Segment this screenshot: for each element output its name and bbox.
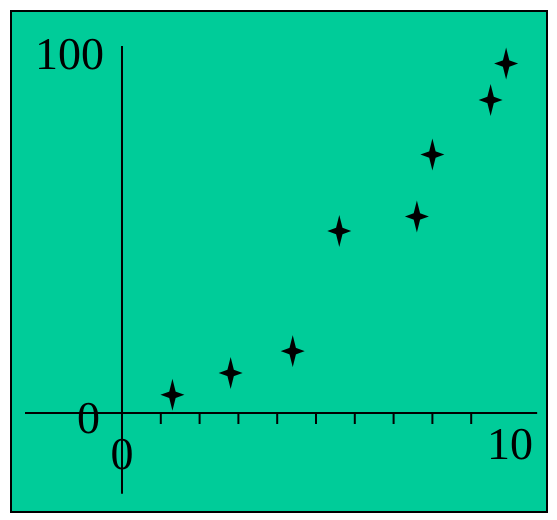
chart-background bbox=[10, 10, 548, 513]
x-tick-label-max: 10 bbox=[487, 418, 533, 469]
axes bbox=[25, 46, 538, 494]
y-tick-label-min: 0 bbox=[77, 392, 100, 443]
data-point bbox=[160, 378, 185, 411]
data-point bbox=[404, 200, 429, 233]
y-tick-label-max: 100 bbox=[35, 28, 104, 79]
data-point bbox=[327, 215, 352, 247]
data-points bbox=[160, 47, 519, 411]
x-tick-label-min: 0 bbox=[111, 428, 134, 479]
data-point bbox=[494, 47, 519, 80]
data-point bbox=[478, 83, 503, 116]
data-point bbox=[420, 138, 445, 171]
data-point bbox=[218, 356, 243, 389]
x-minor-ticks bbox=[159, 413, 473, 424]
data-point bbox=[280, 335, 305, 368]
